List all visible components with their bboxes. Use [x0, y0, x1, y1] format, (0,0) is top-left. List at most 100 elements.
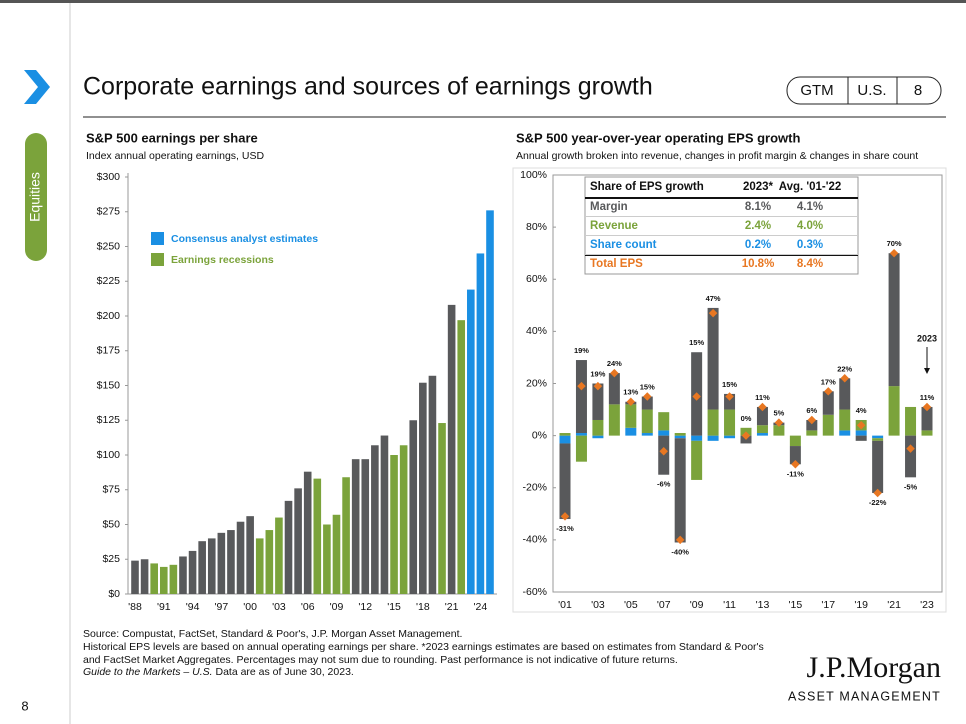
- data-label: 15%: [689, 338, 704, 347]
- x-tick-label: '05: [624, 599, 638, 611]
- bar-segment: [625, 404, 637, 428]
- table-cell: 0.2%: [745, 239, 771, 251]
- total-marker: [675, 535, 685, 545]
- bar-segment: [905, 435, 917, 478]
- x-tick-label: '17: [821, 599, 835, 611]
- bar: [380, 435, 389, 594]
- data-label: 47%: [706, 294, 721, 303]
- logo-sub: ASSET MANAGEMENT: [788, 689, 941, 703]
- table-cell: 2.4%: [745, 220, 771, 232]
- bar-segment: [789, 446, 801, 465]
- bar: [447, 304, 456, 594]
- bar: [438, 423, 446, 594]
- x-tick-label: '03: [272, 601, 286, 613]
- x-tick-label: '88: [128, 601, 142, 613]
- y-tick-label: 0%: [532, 429, 547, 441]
- bar: [207, 538, 216, 594]
- table-row-label: Revenue: [590, 220, 638, 232]
- bar: [313, 478, 322, 594]
- x-tick-label: '07: [657, 599, 671, 611]
- data-label: 24%: [607, 359, 622, 368]
- footnote: Historical EPS levels are based on annua…: [83, 641, 764, 653]
- bar-segment: [592, 383, 604, 420]
- bar: [457, 320, 466, 594]
- bar-segment: [888, 253, 900, 387]
- y-tick-label: -20%: [522, 482, 547, 494]
- y-tick-label: $225: [97, 275, 121, 287]
- bar: [227, 530, 235, 594]
- x-tick-label: '03: [591, 599, 605, 611]
- bar: [303, 471, 312, 594]
- bar: [255, 538, 264, 594]
- total-marker: [626, 397, 636, 406]
- x-tick-label: '00: [243, 601, 257, 613]
- bar: [476, 253, 485, 594]
- bar: [188, 550, 197, 594]
- bar-segment: [724, 435, 736, 439]
- y-tick-label: 80%: [526, 221, 547, 233]
- bar-segment: [707, 307, 719, 410]
- data-label: -5%: [904, 482, 918, 491]
- footnote: Guide to the Markets – U.S. Data are as …: [83, 666, 354, 678]
- total-marker: [692, 392, 701, 401]
- table-header: 2023*: [743, 181, 774, 193]
- data-label: 13%: [623, 388, 638, 397]
- bar: [236, 521, 245, 594]
- y-tick-label: $250: [97, 240, 121, 252]
- bar: [323, 524, 331, 594]
- bar-segment: [641, 396, 653, 410]
- total-marker: [560, 512, 570, 521]
- data-label: 4%: [856, 406, 867, 415]
- y-tick-label: $25: [102, 553, 120, 565]
- table-cell: 4.0%: [797, 220, 823, 232]
- y-tick-label: 40%: [526, 325, 547, 337]
- x-tick-label: '09: [330, 601, 344, 613]
- x-tick-label: '01: [558, 599, 572, 611]
- x-tick-label: '21: [445, 601, 459, 613]
- bar-segment: [707, 409, 719, 436]
- y-tick-label: $200: [97, 310, 121, 322]
- chevron-icon: [24, 70, 50, 104]
- x-tick-label: '13: [756, 599, 770, 611]
- bar-segment: [855, 430, 867, 436]
- table-bg: [584, 176, 859, 275]
- table-cell: 8.4%: [797, 258, 823, 270]
- bar-segment: [724, 393, 736, 410]
- y-tick-label: $100: [97, 449, 121, 461]
- badge-text: GTM: [800, 82, 833, 99]
- x-tick-label: '12: [358, 601, 372, 613]
- bar-segment: [641, 433, 653, 436]
- bar: [332, 514, 341, 594]
- total-marker: [791, 460, 800, 469]
- bar: [467, 289, 475, 594]
- bar: [409, 420, 418, 594]
- table-row-label: Total EPS: [590, 258, 643, 270]
- bar-segment: [872, 438, 884, 441]
- bar-segment: [691, 435, 703, 441]
- data-label: 19%: [574, 346, 589, 355]
- page-number: 8: [21, 698, 28, 713]
- footnote: Source: Compustat, FactSet, Standard & P…: [83, 628, 462, 640]
- total-marker: [708, 308, 718, 318]
- legend-swatch: [151, 253, 164, 266]
- data-label: -22%: [869, 498, 887, 507]
- bar: [246, 516, 254, 594]
- total-marker: [906, 444, 915, 453]
- bar-segment: [872, 435, 884, 439]
- bar-segment: [806, 419, 818, 431]
- data-label: -40%: [671, 547, 689, 556]
- legend-swatch: [151, 232, 164, 245]
- bar-segment: [855, 435, 867, 441]
- total-marker: [593, 381, 603, 391]
- bar-segment: [822, 391, 834, 415]
- bar: [159, 566, 168, 594]
- x-tick-label: '11: [723, 599, 736, 611]
- y-tick-label: $125: [97, 414, 121, 426]
- bar-segment: [575, 360, 587, 434]
- x-tick-label: '23: [920, 599, 934, 611]
- total-marker: [643, 392, 652, 401]
- bar: [284, 500, 293, 594]
- bar: [275, 517, 283, 594]
- bar-segment: [839, 430, 851, 436]
